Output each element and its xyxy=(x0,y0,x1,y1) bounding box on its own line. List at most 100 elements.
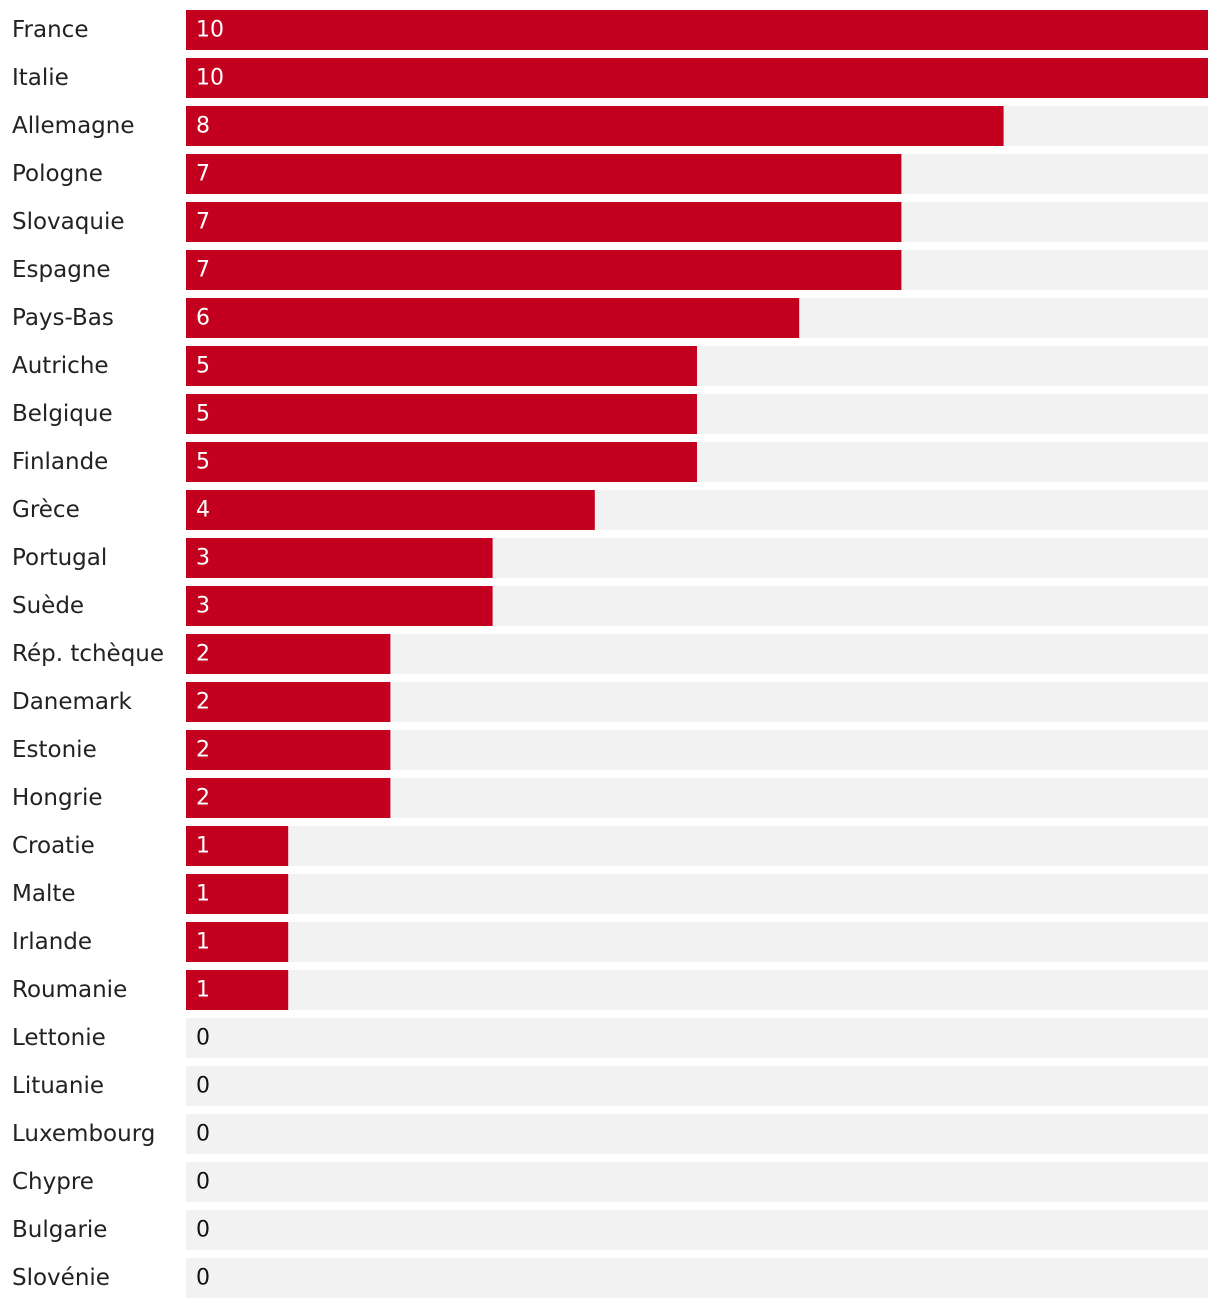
bar-row: Estonie 2 xyxy=(12,730,1208,770)
bar xyxy=(186,586,493,626)
bar-row: Roumanie 1 xyxy=(12,970,1208,1010)
bar-row: Allemagne 8 xyxy=(12,106,1208,146)
category-label: Luxembourg xyxy=(12,1121,155,1147)
bar xyxy=(186,682,391,722)
category-label: Belgique xyxy=(12,401,113,427)
value-label: 5 xyxy=(196,402,210,427)
category-label: Finlande xyxy=(12,449,108,475)
category-label: Estonie xyxy=(12,737,97,763)
bar-row: Luxembourg 0 xyxy=(12,1114,1208,1154)
bar-row: Malte 1 xyxy=(12,874,1208,914)
value-label: 0 xyxy=(196,1170,210,1195)
bar-row: Lituanie 0 xyxy=(12,1066,1208,1106)
value-label: 3 xyxy=(196,594,210,619)
category-label: Hongrie xyxy=(12,785,103,811)
bar-row: Italie 10 xyxy=(12,58,1208,98)
category-label: Allemagne xyxy=(12,113,135,139)
bar xyxy=(186,154,902,194)
bar xyxy=(186,970,289,1010)
bar-row: Grèce 4 xyxy=(12,490,1208,530)
category-label: Slovénie xyxy=(12,1265,110,1291)
value-label: 6 xyxy=(196,306,210,331)
bar xyxy=(186,538,493,578)
category-label: Slovaquie xyxy=(12,209,124,235)
value-label: 1 xyxy=(196,882,210,907)
bar-row: Slovénie 0 xyxy=(12,1258,1208,1298)
value-label: 2 xyxy=(196,738,210,763)
category-label: Grèce xyxy=(12,497,80,523)
value-label: 3 xyxy=(196,546,210,571)
category-label: Lituanie xyxy=(12,1073,104,1099)
bar-track xyxy=(186,1018,1208,1058)
bar-track xyxy=(186,1162,1208,1202)
value-label: 0 xyxy=(196,1266,210,1291)
bar-row: Croatie 1 xyxy=(12,826,1208,866)
bar xyxy=(186,778,391,818)
bar-row: Pologne 7 xyxy=(12,154,1208,194)
bar xyxy=(186,730,391,770)
bar xyxy=(186,922,289,962)
value-label: 5 xyxy=(196,450,210,475)
bar xyxy=(186,490,595,530)
category-label: Roumanie xyxy=(12,977,127,1003)
value-label: 7 xyxy=(196,258,210,283)
value-label: 2 xyxy=(196,690,210,715)
bar-row: Bulgarie 0 xyxy=(12,1210,1208,1250)
bar xyxy=(186,298,800,338)
value-label: 0 xyxy=(196,1026,210,1051)
bar xyxy=(186,874,289,914)
category-label: Danemark xyxy=(12,689,132,715)
bar-row: Belgique 5 xyxy=(12,394,1208,434)
bar xyxy=(186,250,902,290)
bar-track xyxy=(186,1114,1208,1154)
value-label: 2 xyxy=(196,786,210,811)
category-label: Portugal xyxy=(12,545,107,571)
category-label: Chypre xyxy=(12,1169,94,1195)
bar-row: Slovaquie 7 xyxy=(12,202,1208,242)
value-label: 7 xyxy=(196,210,210,235)
bar-row: Chypre 0 xyxy=(12,1162,1208,1202)
value-label: 4 xyxy=(196,498,210,523)
value-label: 0 xyxy=(196,1122,210,1147)
value-label: 0 xyxy=(196,1074,210,1099)
category-label: Bulgarie xyxy=(12,1217,107,1243)
bar-track xyxy=(186,922,1208,962)
bar xyxy=(186,634,391,674)
bar xyxy=(186,202,902,242)
bar xyxy=(186,826,289,866)
value-label: 8 xyxy=(196,114,210,139)
bar-row: Finlande 5 xyxy=(12,442,1208,482)
category-label: Pologne xyxy=(12,161,103,187)
category-label: Rép. tchèque xyxy=(12,641,164,667)
value-label: 1 xyxy=(196,978,210,1003)
category-label: Italie xyxy=(12,65,69,91)
value-label: 10 xyxy=(196,66,224,91)
category-label: Irlande xyxy=(12,929,92,955)
bar-track xyxy=(186,1210,1208,1250)
bar-row: Suède 3 xyxy=(12,586,1208,626)
category-label: Malte xyxy=(12,881,76,907)
value-label: 10 xyxy=(196,18,224,43)
category-label: Suède xyxy=(12,593,84,619)
bar xyxy=(186,10,1208,50)
value-label: 5 xyxy=(196,354,210,379)
category-label: Espagne xyxy=(12,257,111,283)
bar xyxy=(186,346,697,386)
bar xyxy=(186,442,697,482)
bar-row: Lettonie 0 xyxy=(12,1018,1208,1058)
bar xyxy=(186,394,697,434)
category-label: France xyxy=(12,17,88,43)
value-label: 0 xyxy=(196,1218,210,1243)
value-label: 1 xyxy=(196,834,210,859)
bar-track xyxy=(186,826,1208,866)
category-label: Autriche xyxy=(12,353,109,379)
bar-track xyxy=(186,970,1208,1010)
bar xyxy=(186,58,1208,98)
bar-row: Pays-Bas 6 xyxy=(12,298,1208,338)
bar-row: Irlande 1 xyxy=(12,922,1208,962)
value-label: 2 xyxy=(196,642,210,667)
bar-row: France 10 xyxy=(12,10,1208,50)
bar-row: Danemark 2 xyxy=(12,682,1208,722)
